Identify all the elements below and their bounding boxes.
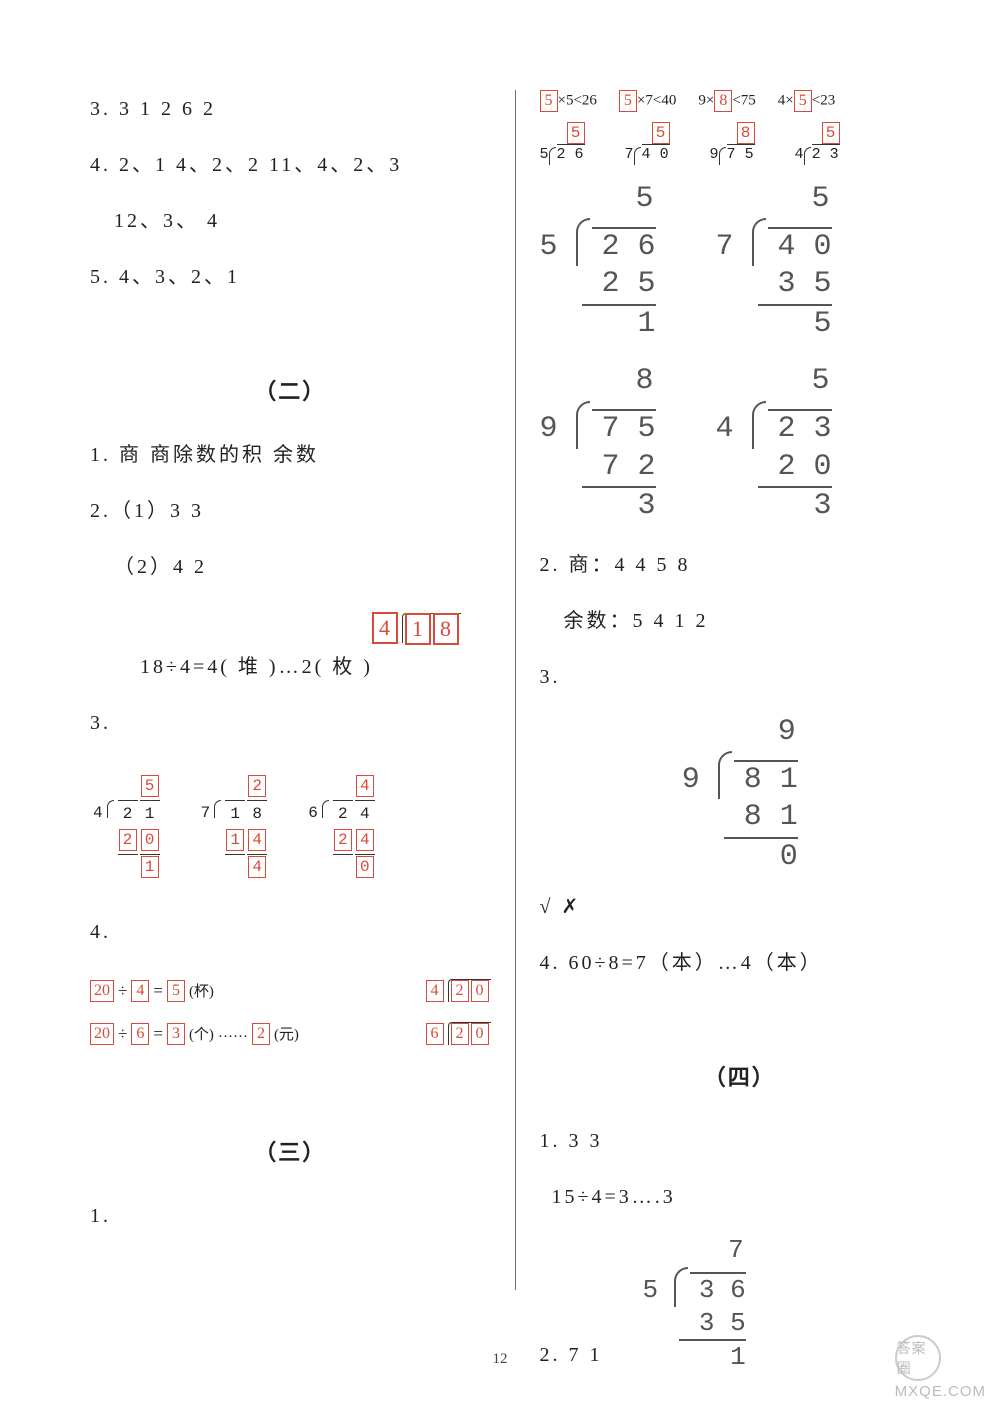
equation-row: 20 ÷ 6 = 3 (个) …… 2 (元) 6 20 bbox=[90, 1022, 491, 1045]
watermark: 答案圈 MXQE.COM bbox=[895, 1335, 986, 1400]
long-division: 8 9 7 5 7 2 3 bbox=[540, 363, 656, 526]
text-line: 15÷4=3….3 bbox=[540, 1178, 941, 1216]
section-title-3: （三） bbox=[90, 1135, 491, 1167]
text-line: 3. bbox=[540, 658, 941, 696]
long-division-row: 5 5 2 6 2 5 1 5 7 4 0 3 5 5 bbox=[540, 181, 941, 344]
text-line: （2）4 2 bbox=[90, 548, 491, 586]
right-column: 5×5<26 5×7<40 9×8<75 4×5<23 5 52 6 5 74 … bbox=[516, 90, 941, 1290]
text-line: 3. bbox=[90, 704, 491, 742]
section-title-2: （二） bbox=[90, 374, 491, 406]
long-division: 5 7 4 0 3 5 5 bbox=[716, 181, 832, 344]
small-division: 5 74 0 bbox=[625, 122, 670, 165]
red-box: 4 bbox=[372, 612, 398, 644]
long-division: 5 4 2 3 2 0 3 bbox=[716, 363, 832, 526]
watermark-circle: 答案圈 bbox=[895, 1335, 941, 1381]
text-line: 12、3、 4 bbox=[90, 202, 491, 240]
text-line: 2.（1）3 3 bbox=[90, 492, 491, 530]
text-line: 余数：5 4 1 2 bbox=[540, 602, 941, 640]
red-box: 8 bbox=[433, 613, 459, 645]
page-number: 12 bbox=[0, 1351, 1000, 1368]
red-box: 1 bbox=[405, 613, 431, 645]
text-line: 5. 4、3、2、1 bbox=[90, 258, 491, 296]
text-line: 3. 3 1 2 6 2 bbox=[90, 90, 491, 128]
watermark-text: MXQE.COM bbox=[895, 1383, 986, 1400]
small-division: 5 52 6 bbox=[540, 122, 585, 165]
box-division: 2 718 14 4 bbox=[198, 772, 270, 881]
box-division: 5 421 20 1 bbox=[90, 772, 162, 881]
small-division: 5 42 3 bbox=[795, 122, 840, 165]
division-header-img: 4 1 8 bbox=[90, 612, 491, 644]
equation-row: 20 ÷ 4 = 5 (杯) 4 20 bbox=[90, 979, 491, 1002]
text-line: 4. 60÷8=7（本）…4（本） bbox=[540, 944, 941, 982]
long-division-row: 8 9 7 5 7 2 3 5 4 2 3 2 0 3 bbox=[540, 363, 941, 526]
text-line: 4. bbox=[90, 913, 491, 951]
text-line: 1. bbox=[90, 1197, 491, 1235]
text-line: 1. 3 3 bbox=[540, 1122, 941, 1160]
text-line: 2. 商：4 4 5 8 bbox=[540, 546, 941, 584]
text-line: 1. 商 商除数的积 余数 bbox=[90, 436, 491, 474]
long-division-single: 9 9 8 1 8 1 0 bbox=[540, 714, 941, 877]
box-division-row: 5 421 20 1 2 718 14 4 4 624 24 0 bbox=[90, 772, 491, 881]
inequality-row: 5×5<26 5×7<40 9×8<75 4×5<23 bbox=[540, 90, 941, 112]
small-division-row: 5 52 6 5 74 0 8 97 5 5 42 3 bbox=[540, 122, 941, 165]
page: 3. 3 1 2 6 2 4. 2、1 4、2、2 11、4、2、3 12、3、… bbox=[0, 0, 1000, 1330]
long-division: 5 5 2 6 2 5 1 bbox=[540, 181, 656, 344]
small-division: 8 97 5 bbox=[710, 122, 755, 165]
section-title-4: （四） bbox=[540, 1060, 941, 1092]
equation-text: 18÷4=4( 堆 )…2( 枚 ) bbox=[90, 648, 491, 686]
box-division: 4 624 24 0 bbox=[305, 772, 377, 881]
left-column: 3. 3 1 2 6 2 4. 2、1 4、2、2 11、4、2、3 12、3、… bbox=[90, 90, 515, 1290]
text-line: 4. 2、1 4、2、2 11、4、2、3 bbox=[90, 146, 491, 184]
check-cross: √ ✗ bbox=[540, 888, 941, 926]
